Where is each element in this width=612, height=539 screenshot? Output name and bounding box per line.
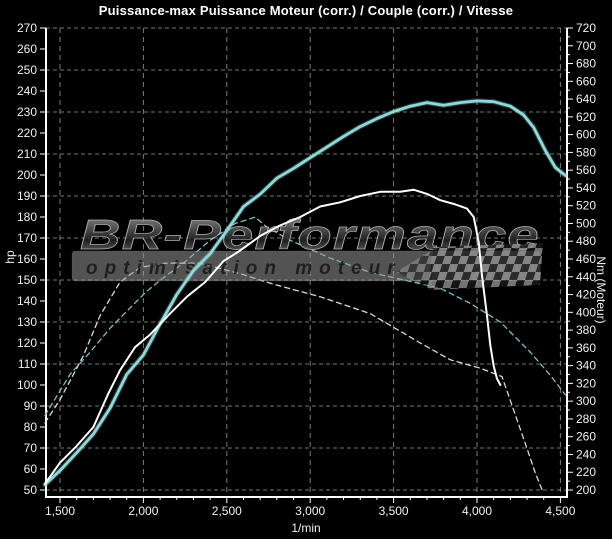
svg-text:600: 600 (576, 128, 596, 142)
curve-solid-nm (43, 99, 567, 487)
svg-text:170: 170 (17, 231, 37, 245)
svg-text:60: 60 (24, 462, 38, 476)
svg-text:4,000: 4,000 (462, 504, 492, 518)
svg-text:80: 80 (24, 420, 38, 434)
svg-text:620: 620 (576, 110, 596, 124)
svg-text:120: 120 (17, 336, 37, 350)
svg-text:230: 230 (17, 105, 37, 119)
svg-text:540: 540 (576, 181, 596, 195)
svg-text:680: 680 (576, 57, 596, 71)
svg-text:500: 500 (576, 216, 596, 230)
curve-dashed-nm (44, 216, 567, 417)
svg-text:200: 200 (576, 483, 596, 497)
svg-text:440: 440 (576, 270, 596, 284)
svg-text:130: 130 (17, 315, 37, 329)
svg-text:360: 360 (576, 341, 596, 355)
svg-text:4,500: 4,500 (545, 504, 575, 518)
svg-text:580: 580 (576, 145, 596, 159)
svg-text:250: 250 (17, 63, 37, 77)
svg-text:480: 480 (576, 234, 596, 248)
svg-text:200: 200 (17, 168, 37, 182)
svg-text:380: 380 (576, 323, 596, 337)
chart-title: Puissance-max Puissance Moteur (corr.) /… (98, 3, 514, 18)
svg-text:100: 100 (17, 378, 37, 392)
svg-text:260: 260 (17, 42, 37, 56)
curve-dashed-hp (44, 262, 543, 491)
checkered-flag-tip (396, 250, 432, 290)
svg-text:50: 50 (24, 483, 38, 497)
svg-text:190: 190 (17, 189, 37, 203)
svg-text:720: 720 (576, 21, 596, 35)
curve-solid-hp (44, 188, 502, 485)
svg-text:700: 700 (576, 39, 596, 53)
solid-curves (42, 98, 568, 488)
svg-text:260: 260 (576, 430, 596, 444)
svg-text:110: 110 (18, 357, 37, 371)
svg-text:90: 90 (24, 399, 38, 413)
watermark-tagline-text: optimisation moteur (86, 258, 402, 279)
svg-text:420: 420 (576, 288, 596, 302)
svg-text:220: 220 (17, 126, 37, 140)
svg-text:520: 520 (576, 199, 596, 213)
svg-text:320: 320 (576, 376, 596, 390)
watermark: BR-Performance optimisation moteur (71, 211, 543, 290)
svg-text:400: 400 (576, 305, 596, 319)
svg-text:660: 660 (576, 74, 596, 88)
svg-text:3,500: 3,500 (379, 504, 409, 518)
dashed-curves (44, 216, 567, 491)
svg-text:460: 460 (576, 252, 596, 266)
svg-text:180: 180 (17, 210, 37, 224)
svg-text:640: 640 (576, 92, 596, 106)
svg-text:70: 70 (24, 441, 38, 455)
svg-text:3,000: 3,000 (295, 504, 325, 518)
svg-text:2,500: 2,500 (212, 504, 242, 518)
svg-text:1,500: 1,500 (45, 504, 75, 518)
svg-text:220: 220 (576, 465, 596, 479)
svg-text:300: 300 (576, 394, 596, 408)
svg-text:2,000: 2,000 (128, 504, 158, 518)
axes: 50 60 70 80 90 100 110 120 130 140 150 160 170 180 190… (17, 21, 596, 518)
svg-text:210: 210 (17, 147, 37, 161)
svg-text:340: 340 (576, 359, 596, 373)
svg-text:280: 280 (576, 412, 596, 426)
svg-text:560: 560 (576, 163, 596, 177)
svg-text:240: 240 (576, 447, 596, 461)
svg-text:150: 150 (17, 273, 37, 287)
x-axis-label: 1/min (291, 521, 321, 535)
checkered-flag-icon (428, 243, 543, 290)
svg-text:140: 140 (17, 294, 37, 308)
svg-text:270: 270 (17, 21, 37, 35)
svg-text:160: 160 (17, 252, 37, 266)
svg-text:240: 240 (17, 84, 37, 98)
